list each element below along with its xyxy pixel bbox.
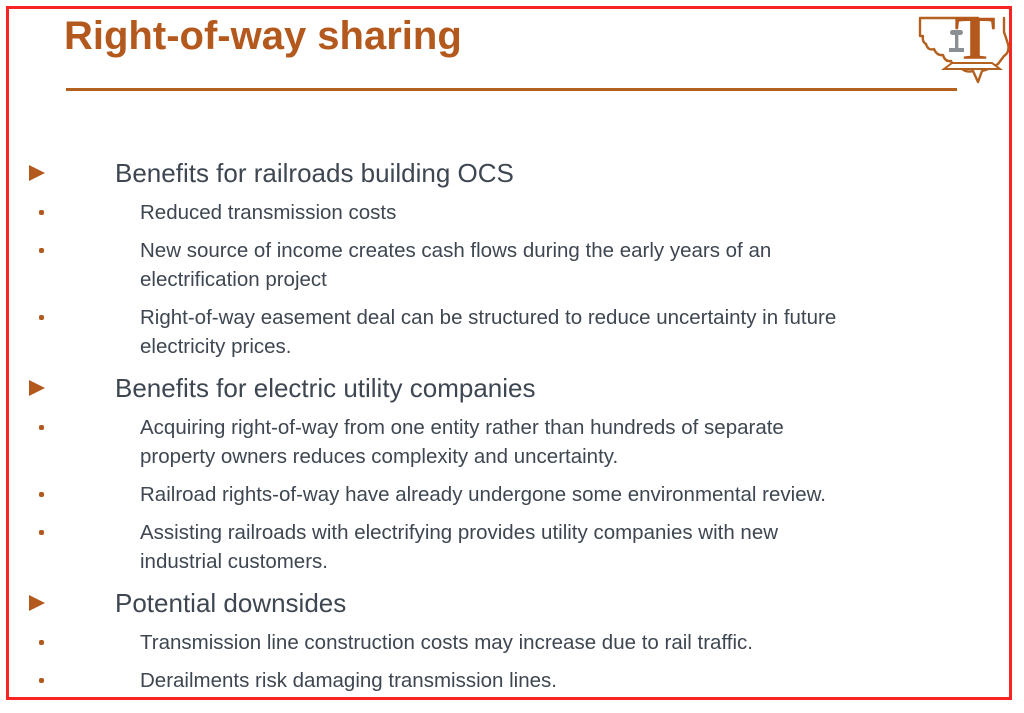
bullet-text: New source of income creates cash flows … xyxy=(140,239,772,291)
list-item: Acquiring right-of-way from one entity r… xyxy=(28,413,986,471)
rail-cross-section-icon xyxy=(949,30,964,52)
bullet-text: Potential downsides xyxy=(115,588,347,618)
bullet-text: Benefits for electric utility companies xyxy=(115,373,536,403)
slide-border xyxy=(6,6,1012,700)
bullet-text: Assisting railroads with electrifying pr… xyxy=(140,521,779,573)
bullet-text: Railroad rights-of-way have already unde… xyxy=(140,483,826,506)
list-item: Transmission line construction costs may… xyxy=(28,628,986,657)
list-item: Potential downsides xyxy=(28,585,986,621)
dot-bullet-icon xyxy=(39,678,44,683)
dot-bullet-icon xyxy=(39,640,44,645)
list-item: Benefits for railroads building OCS xyxy=(28,155,986,191)
list-item: Railroad rights-of-way have already unde… xyxy=(28,480,986,509)
logo-letter-t: T xyxy=(954,6,995,73)
list-item: Derailments risk damaging transmission l… xyxy=(28,666,986,695)
list-item: Benefits for electric utility companies xyxy=(28,370,986,406)
dot-bullet-icon xyxy=(39,248,44,253)
triangle-bullet-icon xyxy=(29,380,45,396)
dot-bullet-icon xyxy=(39,315,44,320)
bullet-text: Reduced transmission costs xyxy=(140,201,397,224)
bullet-list: Benefits for railroads building OCS Redu… xyxy=(28,155,986,704)
texas-rail-logo-icon: T xyxy=(918,6,1010,84)
texas-outline xyxy=(918,16,1010,84)
dot-bullet-icon xyxy=(39,492,44,497)
list-item: Reduced transmission costs xyxy=(28,198,986,227)
dot-bullet-icon xyxy=(39,210,44,215)
list-item: Right-of-way easement deal can be struct… xyxy=(28,303,986,361)
bullet-text: Derailments risk damaging transmission l… xyxy=(140,669,557,692)
rail-base-plate xyxy=(941,62,1003,70)
page-title: Right-of-way sharing xyxy=(64,14,462,58)
dot-bullet-icon xyxy=(39,530,44,535)
title-underline xyxy=(66,88,957,91)
list-item: New source of income creates cash flows … xyxy=(28,236,986,294)
bullet-text: Acquiring right-of-way from one entity r… xyxy=(140,416,784,468)
bullet-text: Right-of-way easement deal can be struct… xyxy=(140,306,837,358)
triangle-bullet-icon xyxy=(29,165,45,181)
dot-bullet-icon xyxy=(39,425,44,430)
bullet-text: Transmission line construction costs may… xyxy=(140,631,753,654)
triangle-bullet-icon xyxy=(29,595,45,611)
bullet-text: Benefits for railroads building OCS xyxy=(115,158,514,188)
list-item: Assisting railroads with electrifying pr… xyxy=(28,518,986,576)
